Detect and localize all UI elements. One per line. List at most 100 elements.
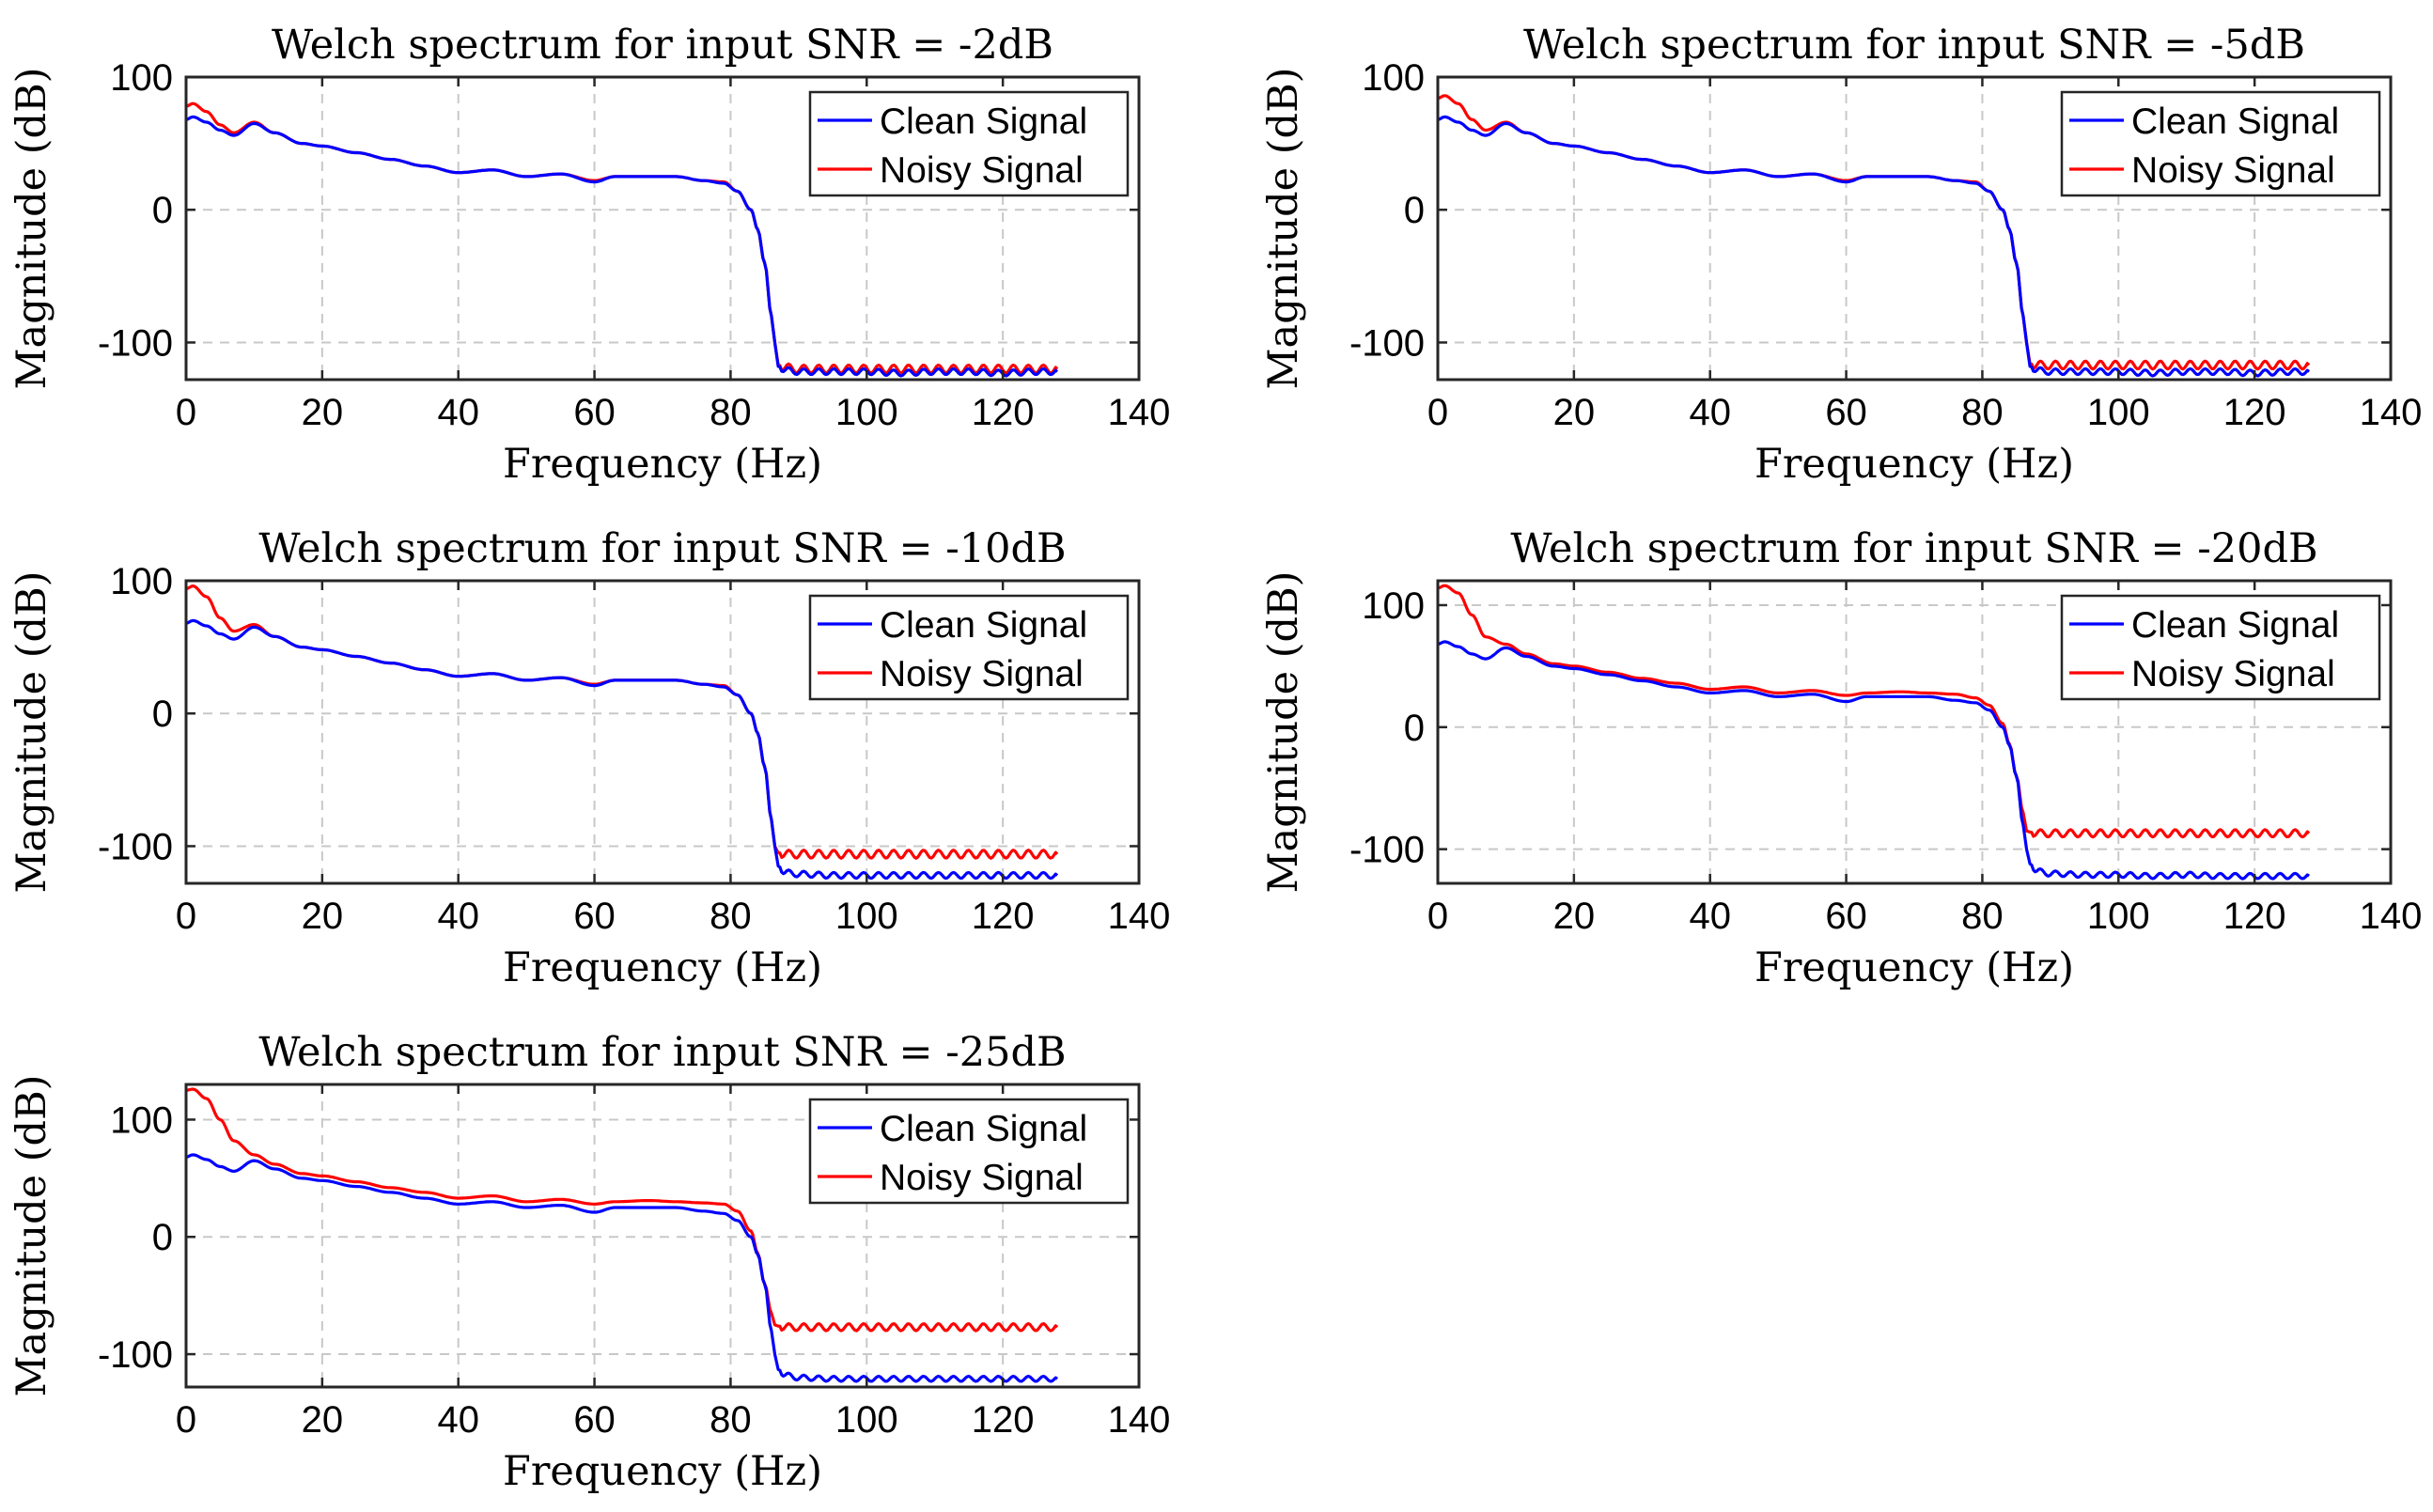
legend-label: Clean Signal [880,101,1087,142]
legend: Clean Signal Noisy Signal [808,594,1130,701]
x-tick-label: 60 [573,1399,616,1441]
axes-frame [184,579,1141,885]
y-tick-label: 100 [1362,57,1425,99]
y-tick-label: 100 [1362,585,1425,627]
x-tick-label: 100 [835,1399,898,1441]
legend-box [2060,594,2381,701]
y-tick-label: -100 [1349,830,1425,871]
axes-frame [1436,75,2393,382]
y-tick-label: 100 [110,1099,173,1141]
x-tick-label: 40 [437,896,479,937]
x-tick-label: 20 [302,896,344,937]
x-tick-label: 0 [176,1399,196,1441]
x-tick-label: 100 [2087,896,2150,937]
x-axis-label: Frequency (Hz) [1755,944,2074,991]
x-axis-label: Frequency (Hz) [503,441,822,488]
legend-label: Noisy Signal [880,150,1084,191]
series-line-noisy [186,1087,1059,1333]
x-tick-label: 20 [1553,392,1596,433]
x-axis-label: Frequency (Hz) [503,944,822,991]
legend-label: Clean Signal [2131,605,2339,646]
x-tick-label: 140 [1108,392,1171,433]
series-line-clean [186,115,1059,378]
x-tick-label: 140 [1108,1399,1171,1441]
x-tick-label: 140 [1108,896,1171,937]
x-tick-label: 20 [1553,896,1596,937]
x-tick-label: 120 [2223,896,2286,937]
x-tick-label: 80 [710,896,752,937]
x-tick-label: 140 [2360,392,2423,433]
x-tick-label: 80 [1961,896,2004,937]
legend-label: Clean Signal [880,1109,1087,1149]
chart-title: Welch spectrum for input SNR = -10dB [258,525,1066,572]
series-line-clean [186,618,1059,881]
series-line-clean [186,1153,1058,1383]
y-tick-label: -100 [98,322,173,364]
y-tick-label: 100 [110,561,173,602]
x-tick-label: 100 [2087,392,2150,433]
legend-label: Noisy Signal [880,1158,1084,1198]
chart-title: Welch spectrum for input SNR = -5dB [1523,22,2305,69]
x-tick-label: 120 [972,1399,1035,1441]
chart-title: Welch spectrum for input SNR = -20dB [1510,525,2317,572]
chart-title: Welch spectrum for input SNR = -25dB [258,1029,1066,1076]
x-tick-label: 60 [573,392,616,433]
x-axis-label: Frequency (Hz) [1755,441,2074,488]
series-line-noisy [1438,584,2311,839]
x-tick-label: 60 [573,896,616,937]
x-tick-label: 120 [2223,392,2286,433]
y-tick-label: 0 [152,694,173,735]
x-tick-label: 120 [972,392,1035,433]
x-tick-label: 80 [710,1399,752,1441]
y-tick-label: 0 [152,190,173,231]
x-tick-label: 20 [302,392,344,433]
legend-label: Noisy Signal [880,654,1084,694]
legend-box [808,90,1130,197]
x-tick-label: 40 [437,392,479,433]
x-axis-label: Frequency (Hz) [503,1448,822,1495]
series-line-clean [1438,115,2311,378]
x-tick-label: 80 [1961,392,2004,433]
x-tick-label: 0 [176,896,196,937]
legend-label: Noisy Signal [2131,150,2335,191]
y-axis-label: Magnitude (dB) [1260,571,1307,894]
y-tick-label: 100 [110,57,173,99]
y-tick-label: 0 [152,1217,173,1258]
y-tick-label: -100 [98,826,173,867]
y-axis-label: Magnitude (dB) [8,1075,55,1397]
x-tick-label: 40 [1689,392,1731,433]
y-axis-label: Magnitude (dB) [8,571,55,894]
x-tick-label: 140 [2360,896,2423,937]
y-axis-label: Magnitude (dB) [1260,68,1307,390]
series-line-clean [1438,640,2310,881]
legend-box [2060,90,2381,197]
y-tick-label: -100 [1349,322,1425,364]
x-tick-label: 60 [1825,392,1867,433]
x-tick-label: 0 [176,392,196,433]
legend: Clean Signal Noisy Signal [2060,90,2381,197]
x-tick-label: 120 [972,896,1035,937]
x-tick-label: 40 [1689,896,1731,937]
x-tick-label: 80 [710,392,752,433]
x-tick-label: 20 [302,1399,344,1441]
chart-title: Welch spectrum for input SNR = -2dB [272,22,1053,69]
legend: Clean Signal Noisy Signal [808,1098,1130,1205]
x-tick-label: 100 [835,392,898,433]
legend-box [808,594,1130,701]
y-axis-label: Magnitude (dB) [8,68,55,390]
axes-frame [184,75,1141,382]
x-tick-label: 100 [835,896,898,937]
legend-label: Clean Signal [880,605,1087,646]
x-tick-label: 60 [1825,896,1867,937]
y-tick-label: 0 [1404,190,1425,231]
x-tick-label: 0 [1427,896,1448,937]
x-tick-label: 0 [1427,392,1448,433]
y-tick-label: 0 [1404,708,1425,749]
legend: Clean Signal Noisy Signal [2060,594,2381,701]
